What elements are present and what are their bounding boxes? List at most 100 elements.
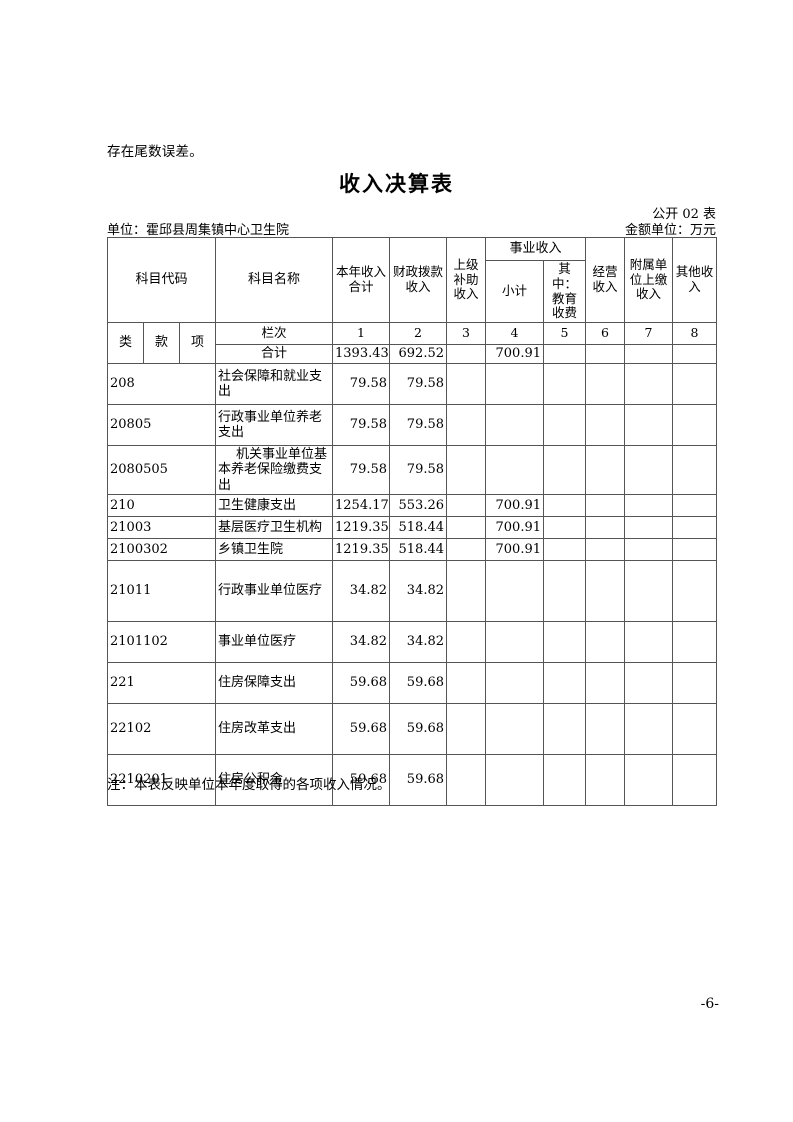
row-value-col-2: 59.68	[389, 661, 448, 704]
table-header: 科目代码 科目名称 本年收入合计 财政拨款收入 上级补助收入 事业收入 经营收入…	[106, 237, 718, 364]
row-subject-code: 208	[106, 363, 217, 405]
row-subject-name: 基层医疗卫生机构	[215, 515, 334, 539]
row-subject-code: 20805	[106, 404, 217, 446]
row-value-col-7	[624, 493, 674, 517]
row-value-col-2: 34.82	[389, 620, 448, 663]
row-value-col-8	[672, 702, 718, 755]
header-row-colnum: 类 款 项 栏次 1 2 3 4 5 6 7 8	[107, 322, 718, 364]
carryover-text: 存在尾数误差。	[107, 144, 203, 160]
table-row: 22102 住房改革支出 59.68 59.68	[106, 702, 718, 755]
row-value-col-1: 34.82	[332, 620, 391, 663]
table-row: 208 社会保障和就业支出 79.58 79.58	[106, 363, 718, 405]
row-value-col-1: 79.58	[332, 445, 391, 495]
row-value-col-6	[585, 445, 626, 495]
total-col-7	[624, 344, 674, 364]
row-subject-name: 行政事业单位养老支出	[215, 404, 334, 446]
table-note: 注：本表反映单位本年度取得的各项收入情况。	[107, 777, 391, 793]
table-row: 21011 行政事业单位医疗 34.82 34.82	[106, 559, 718, 622]
row-subject-code: 2100302	[106, 537, 217, 561]
row-value-col-2: 34.82	[389, 559, 448, 622]
header-code-item: 项	[178, 322, 217, 364]
row-value-col-5	[543, 363, 587, 405]
page-title: 收入决算表	[339, 172, 454, 196]
total-col-1: 1393.43	[332, 344, 391, 364]
table-row: 2101102 事业单位医疗 34.82 34.82	[106, 620, 718, 663]
colnum-4: 4	[485, 322, 545, 345]
row-subject-name: 事业单位医疗	[215, 620, 334, 663]
row-value-col-8	[672, 559, 718, 622]
row-value-col-1: 79.58	[332, 363, 391, 405]
row-value-col-4	[485, 702, 545, 755]
total-col-6	[585, 344, 626, 364]
row-value-col-3	[446, 493, 487, 517]
amount-unit: 金额单位：万元	[624, 223, 716, 238]
row-subject-code: 22102	[106, 702, 217, 755]
header-code-class: 类	[107, 322, 144, 364]
form-number: 公开 02 表	[652, 207, 716, 222]
row-value-col-5	[543, 493, 587, 517]
row-value-col-4	[485, 620, 545, 663]
row-value-col-2: 518.44	[389, 537, 448, 561]
row-value-col-7	[624, 537, 674, 561]
row-subject-name: 住房保障支出	[215, 661, 334, 704]
row-value-col-1: 59.68	[332, 702, 391, 755]
header-row-1: 科目代码 科目名称 本年收入合计 财政拨款收入 上级补助收入 事业收入 经营收入…	[106, 237, 718, 323]
row-value-col-3	[446, 363, 487, 405]
row-value-col-7	[624, 404, 674, 446]
row-value-col-6	[585, 537, 626, 561]
row-value-col-3	[446, 620, 487, 663]
header-fiscal-appropriation: 财政拨款收入	[389, 237, 448, 323]
colnum-1: 1	[332, 322, 391, 345]
row-value-col-7	[624, 702, 674, 755]
row-value-col-1: 1219.35	[332, 537, 391, 561]
row-value-col-6	[585, 493, 626, 517]
total-col-5	[543, 344, 587, 364]
row-value-col-3	[446, 515, 487, 539]
table-row: 21003 基层医疗卫生机构 1219.35 518.44 700.91	[106, 515, 718, 539]
row-value-col-8	[672, 363, 718, 405]
header-other-income: 其他收入	[672, 237, 718, 323]
row-value-col-7	[624, 753, 674, 806]
header-business-subtotal: 小计	[485, 260, 545, 323]
row-value-col-4	[485, 363, 545, 405]
row-value-col-6	[585, 363, 626, 405]
row-value-col-4: 700.91	[485, 537, 545, 561]
row-value-col-1: 34.82	[332, 559, 391, 622]
row-value-col-5	[543, 661, 587, 704]
header-operating-income: 经营收入	[585, 237, 626, 323]
row-value-col-6	[585, 702, 626, 755]
row-value-col-4	[485, 753, 545, 806]
row-value-col-4: 700.91	[485, 515, 545, 539]
row-value-col-6	[585, 661, 626, 704]
row-subject-name: 卫生健康支出	[215, 493, 334, 517]
row-value-col-5	[543, 537, 587, 561]
row-value-col-2: 59.68	[389, 702, 448, 755]
row-subject-name: 行政事业单位医疗	[215, 559, 334, 622]
colnum-7: 7	[624, 322, 674, 345]
header-code-section: 款	[143, 322, 180, 364]
header-code-group: 科目代码	[106, 237, 217, 323]
row-value-col-6	[585, 753, 626, 806]
row-subject-name: 住房公积金	[215, 753, 334, 806]
row-value-col-8	[672, 537, 718, 561]
row-value-col-3	[446, 661, 487, 704]
total-col-2: 692.52	[389, 344, 448, 364]
row-subject-code: 210	[106, 493, 217, 517]
row-value-col-3	[446, 404, 487, 446]
row-value-col-8	[672, 661, 718, 704]
row-subject-code: 21003	[106, 515, 217, 539]
colnum-3: 3	[446, 322, 487, 345]
row-value-col-2: 518.44	[389, 515, 448, 539]
table-row: 2080505 机关事业单位基本养老保险缴费支出 79.58 79.58	[106, 445, 718, 495]
row-value-col-8	[672, 515, 718, 539]
header-colnum-label: 栏次	[215, 322, 334, 345]
income-final-accounts-table: 科目代码 科目名称 本年收入合计 财政拨款收入 上级补助收入 事业收入 经营收入…	[106, 237, 718, 806]
table-row: 221 住房保障支出 59.68 59.68	[106, 661, 718, 704]
total-col-8	[672, 344, 718, 364]
row-value-col-5	[543, 620, 587, 663]
row-value-col-6	[585, 559, 626, 622]
row-subject-name: 住房改革支出	[215, 702, 334, 755]
row-value-col-2: 553.26	[389, 493, 448, 517]
row-subject-code: 2080505	[106, 445, 217, 495]
